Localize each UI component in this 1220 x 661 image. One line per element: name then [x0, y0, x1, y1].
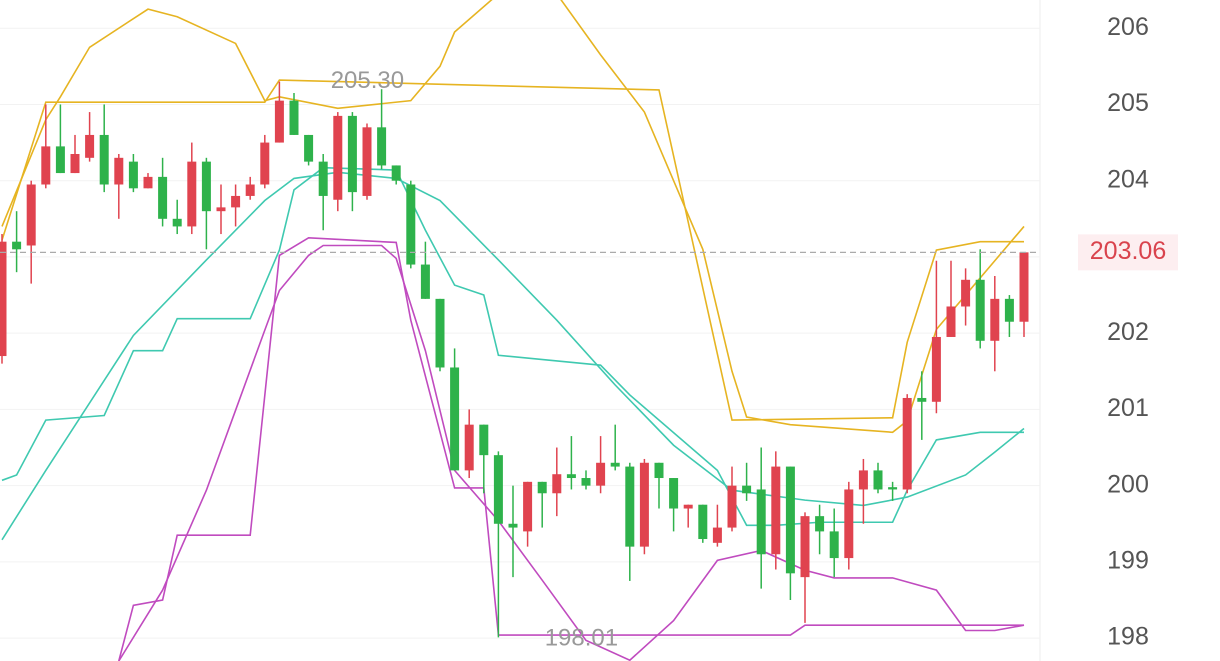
candle-body — [274, 100, 284, 143]
candle-body — [785, 466, 795, 574]
candle-body — [683, 504, 693, 509]
extreme-label: 198.01 — [545, 625, 618, 652]
candle-body — [669, 478, 679, 509]
candle-body — [888, 487, 898, 490]
candle-body — [289, 100, 299, 135]
y-tick-label: 201 — [1107, 394, 1149, 422]
candle-body — [596, 462, 606, 486]
candle-body — [712, 527, 722, 543]
indicator-line — [118, 237, 1024, 661]
y-tick-label: 198 — [1107, 623, 1149, 651]
candle-body — [450, 367, 460, 471]
candle-body — [377, 127, 387, 166]
candle-body — [1019, 252, 1029, 322]
candle-body — [625, 466, 635, 547]
candle-body — [260, 142, 270, 185]
current-price-bg — [1078, 234, 1178, 271]
candle-body — [0, 241, 7, 357]
candle-body — [318, 161, 328, 196]
indicator-line — [1, 0, 1025, 434]
candle-body — [581, 478, 591, 486]
candle-body — [902, 397, 912, 490]
candle-body — [917, 397, 927, 402]
y-tick-label: 205 — [1107, 89, 1149, 117]
candle-body — [946, 306, 956, 337]
candle-body — [12, 241, 22, 250]
candle-body — [1004, 298, 1014, 322]
candle-body — [552, 474, 562, 494]
candle-body — [742, 485, 752, 494]
candle-body — [70, 154, 80, 174]
candle-body — [201, 161, 211, 212]
candle-body — [187, 161, 197, 227]
plot-area: 205.30 198.01 — [0, 0, 1040, 661]
candle-body — [493, 455, 503, 524]
candle-body — [698, 504, 708, 540]
candle-body — [464, 424, 474, 471]
candle-body — [85, 134, 95, 158]
candle-body — [756, 489, 766, 555]
candle-body — [435, 298, 445, 368]
candle-body — [41, 146, 51, 185]
y-tick-label: 204 — [1107, 165, 1149, 193]
candle-body — [771, 466, 781, 555]
candle-body — [990, 298, 1000, 341]
y-tick-label: 200 — [1107, 470, 1149, 498]
candle-body — [815, 516, 825, 532]
indicator-line — [1, 171, 1025, 541]
indicator-line — [1, 79, 1024, 421]
candle-body — [216, 207, 226, 212]
candle-body — [143, 176, 153, 189]
candle-body — [800, 516, 810, 578]
candle-body — [479, 424, 489, 456]
candle-body — [406, 184, 416, 265]
y-tick-label: 199 — [1107, 546, 1149, 574]
candle-body — [304, 134, 314, 162]
candle-body — [639, 462, 649, 547]
indicator-line — [1, 166, 1024, 527]
y-tick-label: 202 — [1107, 318, 1149, 346]
candle-body — [975, 279, 985, 341]
candle-body — [508, 523, 518, 528]
candle-body — [231, 195, 241, 208]
candle-body — [391, 165, 401, 181]
candle-body — [858, 470, 868, 490]
current-price-label: 203.06 — [1090, 237, 1166, 265]
candle-body — [172, 218, 182, 227]
candle-body — [128, 161, 138, 189]
indicator-line — [118, 244, 1025, 661]
candle-body — [566, 474, 576, 479]
candle-body — [99, 134, 109, 185]
candle-body — [347, 115, 357, 193]
candle-body — [537, 481, 547, 494]
candle-body — [654, 462, 664, 479]
candle-body — [610, 462, 620, 467]
candle-body — [961, 279, 971, 307]
candle-body — [114, 157, 124, 185]
candle-body — [55, 146, 65, 174]
candle-body — [158, 176, 168, 219]
candle-body — [931, 336, 941, 402]
candle-body — [420, 264, 430, 299]
candle-body — [727, 485, 737, 528]
candle-body — [523, 481, 533, 532]
candle-body — [333, 115, 343, 200]
candle-body — [362, 127, 372, 196]
candle-body — [844, 489, 854, 559]
extreme-label: 205.30 — [331, 67, 404, 94]
candle-body — [829, 531, 839, 559]
candle-body — [873, 470, 883, 490]
candle-body — [245, 184, 255, 196]
y-tick-label: 206 — [1107, 13, 1149, 41]
candle-body — [26, 184, 36, 246]
